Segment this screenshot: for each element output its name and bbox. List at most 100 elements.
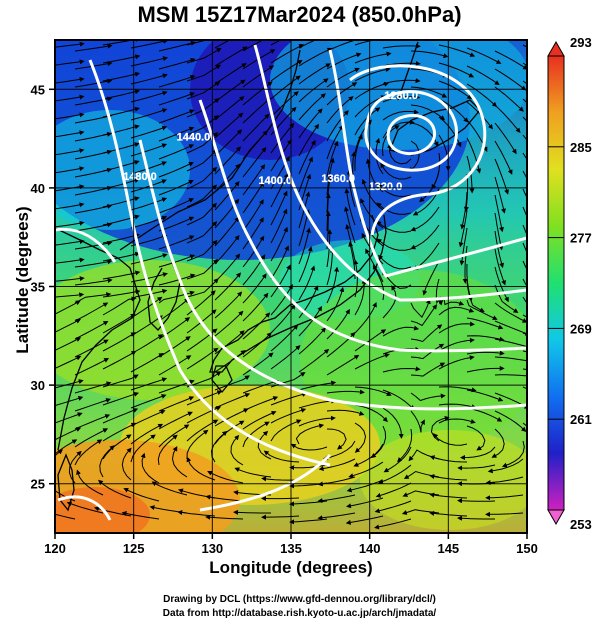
streamline <box>374 518 412 530</box>
colorbar-tick-label: 261 <box>570 412 592 427</box>
streamline <box>158 57 196 70</box>
streamline <box>261 514 300 520</box>
streamline <box>130 40 169 49</box>
streamline <box>270 122 295 154</box>
streamline <box>522 278 527 288</box>
streamline <box>99 445 115 478</box>
streamline <box>158 126 195 142</box>
streamline <box>298 305 323 337</box>
streamline <box>494 356 527 362</box>
streamline <box>74 339 109 358</box>
streamline <box>522 170 527 180</box>
streamline <box>494 212 504 251</box>
x-tick-label: 120 <box>44 541 66 556</box>
streamline <box>55 76 85 84</box>
streamline <box>130 353 164 373</box>
streamline <box>354 301 377 334</box>
streamline <box>494 320 527 336</box>
streamline <box>346 497 384 509</box>
streamline <box>466 137 482 174</box>
streamline <box>158 198 195 214</box>
streamline <box>326 67 360 88</box>
streamline <box>242 396 279 412</box>
streamline <box>317 512 356 521</box>
streamline <box>298 63 331 85</box>
streamline <box>270 264 291 298</box>
streamline <box>354 353 390 370</box>
streamline <box>171 446 188 478</box>
streamline <box>55 94 85 102</box>
streamline <box>214 253 241 283</box>
streamline <box>382 43 421 49</box>
streamline <box>186 64 221 82</box>
streamline <box>158 144 195 160</box>
streamline <box>354 404 388 423</box>
streamline <box>463 173 469 212</box>
streamline <box>123 488 160 502</box>
streamline <box>270 419 302 442</box>
streamline <box>429 455 468 463</box>
streamline <box>457 464 496 471</box>
streamline <box>354 95 387 118</box>
streamline <box>130 377 168 391</box>
streamline <box>97 479 132 499</box>
streamline <box>55 257 85 264</box>
streamline <box>326 428 347 450</box>
streamline <box>242 147 267 178</box>
streamline <box>298 47 333 67</box>
streamline <box>102 289 141 298</box>
streamline <box>466 317 504 330</box>
streamline <box>410 343 445 360</box>
streamline <box>376 220 412 233</box>
streamline <box>410 304 438 327</box>
streamline <box>130 296 163 319</box>
streamline <box>522 260 527 271</box>
streamline <box>214 272 242 301</box>
streamline <box>102 422 137 442</box>
streamline <box>382 94 421 103</box>
streamline <box>158 109 195 124</box>
streamline <box>354 386 392 397</box>
streamline <box>382 78 421 85</box>
streamline <box>230 434 244 466</box>
streamline <box>130 315 163 337</box>
streamline <box>55 202 85 210</box>
contour-line <box>364 90 458 172</box>
streamline <box>298 78 329 103</box>
streamline <box>377 254 412 270</box>
contour-labels: 1280.0 1320.0 1360.0 1400.0 1440.0 1480.0 <box>123 90 418 193</box>
streamline <box>377 464 412 484</box>
streamline <box>242 113 270 142</box>
streamline <box>494 122 517 155</box>
chart-title: MSM 15Z17Mar2024 (850.0hPa) <box>137 2 462 27</box>
streamline <box>130 272 168 283</box>
coastline-taiwan <box>57 453 75 512</box>
streamline <box>74 414 111 430</box>
streamline <box>438 62 475 78</box>
streamline <box>186 184 217 208</box>
streamline <box>102 270 141 280</box>
streamline <box>158 273 196 286</box>
y-tick-label: 35 <box>31 280 45 295</box>
streamline <box>494 176 506 214</box>
streamline <box>298 348 330 373</box>
streamline <box>410 410 425 433</box>
streamline <box>158 74 196 88</box>
streamline <box>460 191 468 230</box>
streamline <box>410 392 446 402</box>
streamline <box>151 481 188 496</box>
streamline <box>102 196 140 208</box>
streamline <box>298 327 327 355</box>
y-tick-label: 40 <box>31 181 45 196</box>
streamline <box>298 123 320 157</box>
streamline <box>298 415 336 427</box>
streamline <box>382 366 421 373</box>
streamline <box>102 71 141 82</box>
streamline <box>410 324 443 343</box>
streamline <box>130 288 168 301</box>
streamline <box>466 83 498 108</box>
streamline <box>158 317 191 340</box>
coastline-honshu <box>209 214 387 373</box>
streamline <box>354 51 392 64</box>
streamline <box>438 321 475 334</box>
